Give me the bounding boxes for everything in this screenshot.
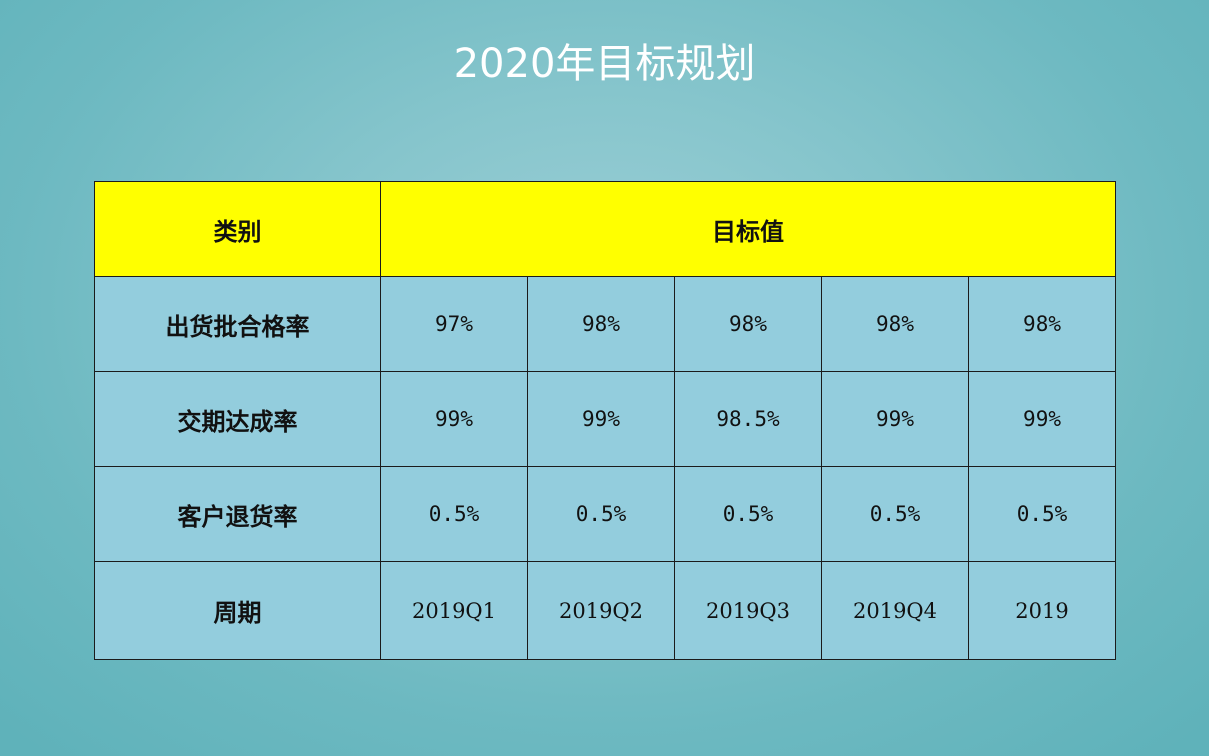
table-row: 出货批合格率 97% 98% 98% 98% 98% — [94, 276, 1117, 372]
value-cell: 99% — [967, 371, 1117, 467]
row-label: 周期 — [94, 561, 381, 660]
target-table: 类别 目标值 出货批合格率 97% 98% 98% 98% 98% 交期达成率 … — [94, 181, 1117, 660]
period-cell: 2019Q4 — [821, 561, 969, 660]
table-row: 客户退货率 0.5% 0.5% 0.5% 0.5% 0.5% — [94, 466, 1117, 562]
period-cell: 2019 — [967, 561, 1117, 660]
value-cell: 98% — [674, 276, 822, 372]
value-cell: 0.5% — [967, 466, 1117, 562]
period-cell: 2019Q3 — [674, 561, 822, 660]
value-cell: 0.5% — [821, 466, 969, 562]
value-cell: 0.5% — [674, 466, 822, 562]
row-label: 出货批合格率 — [94, 276, 381, 372]
header-category: 类别 — [94, 181, 381, 277]
page-title: 2020年目标规划 — [453, 41, 756, 87]
period-cell: 2019Q1 — [380, 561, 528, 660]
value-cell: 0.5% — [527, 466, 675, 562]
value-cell: 98% — [821, 276, 969, 372]
table-row: 交期达成率 99% 99% 98.5% 99% 99% — [94, 371, 1117, 467]
value-cell: 98% — [967, 276, 1117, 372]
value-cell: 99% — [821, 371, 969, 467]
value-cell: 0.5% — [380, 466, 528, 562]
value-cell: 99% — [527, 371, 675, 467]
value-cell: 98.5% — [674, 371, 822, 467]
header-target: 目标值 — [379, 181, 1117, 277]
value-cell: 97% — [380, 276, 528, 372]
value-cell: 99% — [380, 371, 528, 467]
table-row: 周期 2019Q1 2019Q2 2019Q3 2019Q4 2019 — [94, 561, 1117, 660]
table-header-row: 类别 目标值 — [94, 181, 1117, 277]
value-cell: 98% — [527, 276, 675, 372]
row-label: 交期达成率 — [94, 371, 381, 467]
period-cell: 2019Q2 — [527, 561, 675, 660]
row-label: 客户退货率 — [94, 466, 381, 562]
